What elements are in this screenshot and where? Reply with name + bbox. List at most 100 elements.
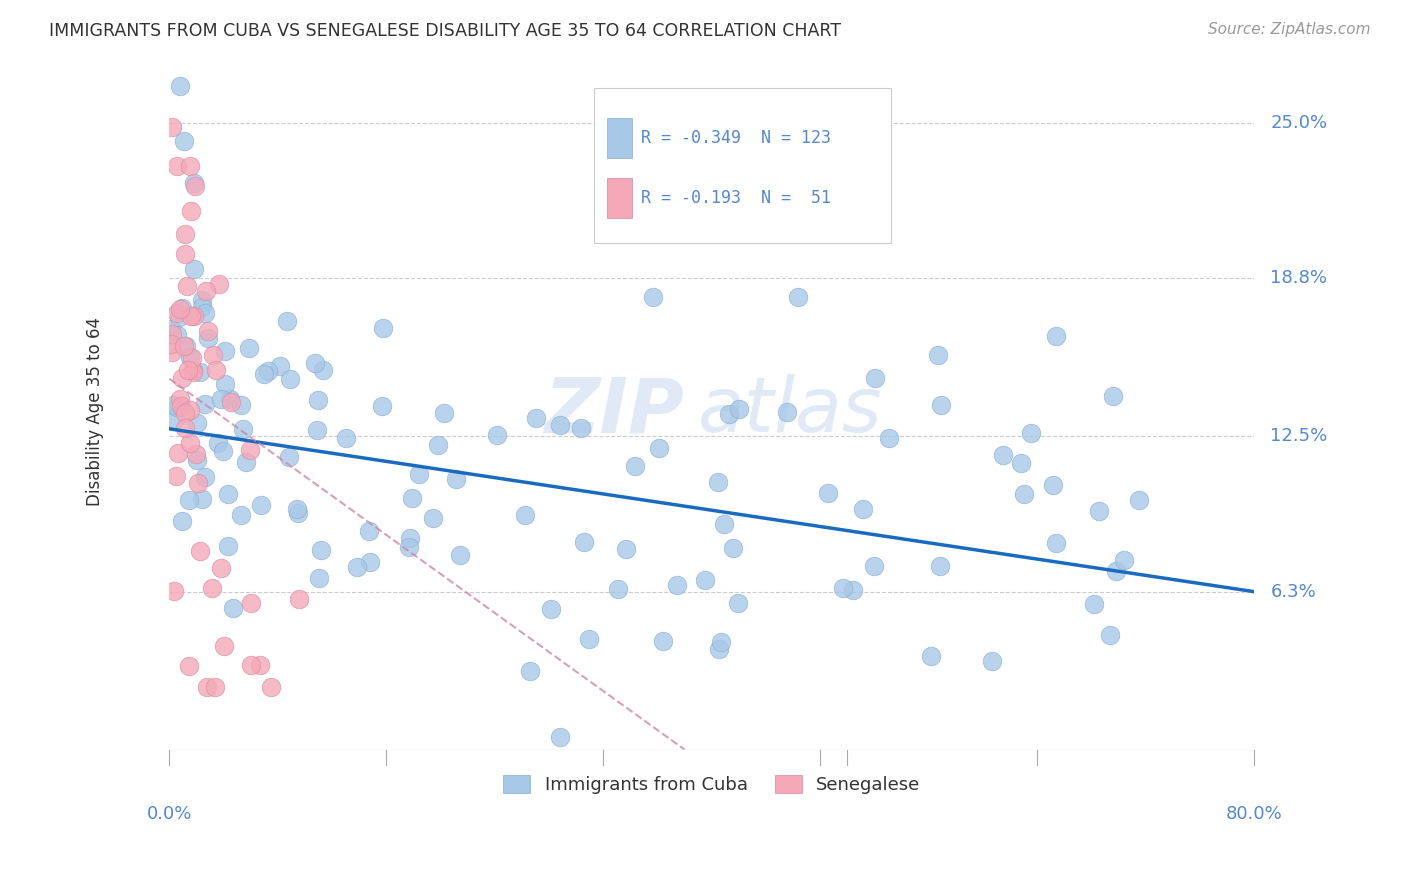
Point [214, 344, 236, 359]
Point [197, 331, 219, 345]
Point [214, 377, 236, 392]
Text: 18.8%: 18.8% [1271, 269, 1327, 287]
Point [239, 596, 262, 610]
Text: R = -0.193  N =  51: R = -0.193 N = 51 [641, 189, 831, 207]
Point [408, 467, 430, 482]
Point [209, 392, 232, 407]
Point [184, 179, 207, 194]
Point [287, 506, 309, 520]
Point [179, 159, 201, 173]
Point [194, 397, 217, 411]
Point [181, 362, 204, 376]
Point [188, 365, 211, 379]
Point [370, 399, 392, 413]
Point [433, 406, 456, 420]
Point [183, 176, 205, 190]
Text: 80.0%: 80.0% [1226, 805, 1282, 822]
Point [165, 468, 187, 483]
Point [1128, 492, 1150, 507]
Point [1012, 487, 1035, 501]
Point [1105, 565, 1128, 579]
Point [311, 542, 333, 557]
Text: R = -0.349  N = 123: R = -0.349 N = 123 [641, 129, 831, 147]
Point [287, 591, 309, 606]
Point [238, 341, 260, 355]
Point [170, 514, 193, 528]
Point [832, 581, 855, 595]
Point [207, 436, 229, 450]
Text: ZIP: ZIP [544, 375, 685, 449]
Point [194, 306, 217, 320]
Point [208, 277, 231, 292]
Point [1019, 425, 1042, 440]
Point [186, 447, 208, 461]
Point [166, 159, 188, 173]
Point [177, 363, 200, 377]
Point [174, 421, 197, 435]
Point [373, 321, 395, 335]
Point [540, 602, 562, 616]
Point [842, 583, 865, 598]
Point [277, 450, 299, 464]
Point [359, 555, 381, 569]
Point [201, 581, 224, 595]
Point [357, 524, 380, 539]
Point [713, 516, 735, 531]
Point [623, 458, 645, 473]
Point [204, 680, 226, 694]
Point [269, 359, 291, 373]
Point [159, 337, 181, 351]
Point [163, 584, 186, 599]
Point [191, 293, 214, 308]
Point [572, 534, 595, 549]
Point [181, 351, 204, 366]
Point [578, 632, 600, 646]
Point [399, 531, 422, 545]
Point [177, 659, 200, 673]
Point [191, 300, 214, 314]
Point [727, 596, 749, 610]
Point [174, 339, 197, 353]
Point [1102, 389, 1125, 403]
Point [614, 542, 637, 557]
Point [183, 309, 205, 323]
Point [162, 398, 184, 412]
Point [817, 486, 839, 500]
Point [170, 301, 193, 315]
Point [721, 541, 744, 556]
Point [179, 351, 201, 365]
Point [852, 501, 875, 516]
Point [515, 508, 537, 522]
Point [232, 422, 254, 436]
Point [398, 541, 420, 555]
Point [991, 449, 1014, 463]
Text: 0.0%: 0.0% [146, 805, 191, 822]
Point [180, 203, 202, 218]
Point [693, 573, 716, 587]
Point [707, 642, 730, 657]
Point [571, 420, 593, 434]
Legend: Immigrants from Cuba, Senegalese: Immigrants from Cuba, Senegalese [496, 768, 928, 801]
Point [169, 302, 191, 317]
Text: 12.5%: 12.5% [1271, 427, 1327, 445]
Point [706, 475, 728, 489]
Point [235, 455, 257, 469]
Point [174, 246, 197, 260]
Point [648, 441, 671, 455]
Point [166, 327, 188, 342]
Point [191, 491, 214, 506]
Point [209, 560, 232, 574]
Point [179, 436, 201, 450]
Point [173, 134, 195, 148]
Text: atlas: atlas [699, 375, 883, 449]
Point [160, 326, 183, 341]
Point [170, 399, 193, 413]
Point [485, 428, 508, 442]
Point [183, 262, 205, 277]
Point [186, 417, 208, 431]
Point [214, 640, 236, 654]
Point [217, 486, 239, 500]
Point [863, 559, 886, 574]
Point [346, 560, 368, 574]
FancyBboxPatch shape [593, 88, 890, 244]
